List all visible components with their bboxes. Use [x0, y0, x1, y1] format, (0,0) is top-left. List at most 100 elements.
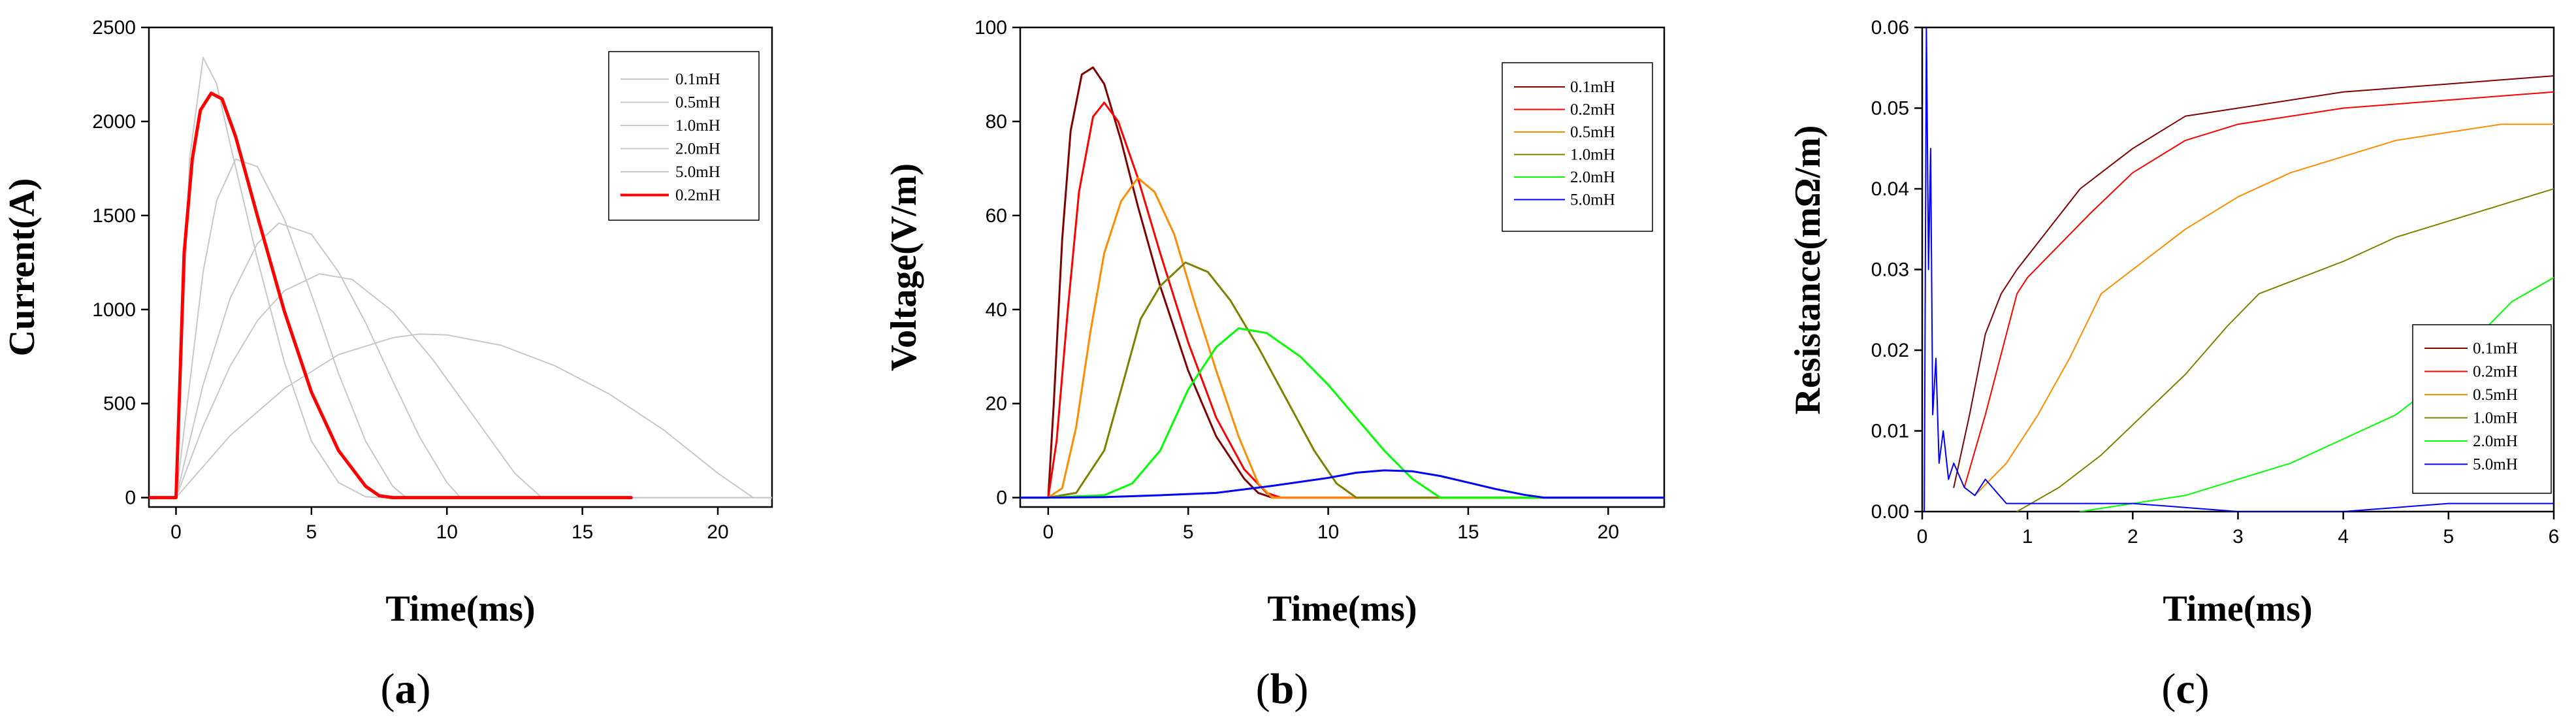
series-line-0.5mH	[149, 158, 772, 499]
caption-paren-open: (	[1256, 665, 1270, 713]
caption-paren-close: )	[1294, 665, 1308, 713]
legend-label: 1.0mH	[1570, 146, 1615, 164]
y-axis-label: Resistance(mΩ/m)	[1788, 125, 1828, 415]
legend-label: 0.1mH	[1570, 78, 1615, 96]
series-line-0.5mH	[1974, 123, 2554, 497]
x-axis-label: Time(ms)	[1267, 589, 1417, 629]
series-group	[1924, 27, 2554, 512]
legend-label: 0.5mH	[675, 94, 720, 112]
y-tick-label: 0.03	[1871, 259, 1909, 281]
y-tick-label: 500	[103, 393, 136, 415]
series-line-0.2mH	[1963, 91, 2554, 488]
series-line-2.0mH	[1020, 327, 1664, 499]
x-tick-label: 1	[2022, 526, 2033, 548]
x-axis-label: Time(ms)	[2163, 589, 2312, 629]
panel-caption: (b)	[1256, 665, 1309, 713]
legend-label: 0.5mH	[1570, 123, 1615, 141]
caption-letter: b	[1270, 665, 1295, 713]
caption-paren-close: )	[2195, 665, 2210, 713]
series-group	[149, 57, 772, 500]
x-tick-label: 0	[1043, 521, 1054, 543]
y-tick-label: 2000	[92, 111, 136, 133]
x-tick-label: 5	[2443, 526, 2454, 548]
series-line-5.0mH	[1924, 27, 2554, 512]
legend-box	[2412, 324, 2552, 494]
series-line-2.0mH	[149, 273, 772, 499]
plot-frame	[1019, 26, 1666, 508]
legend-label: 0.1mH	[675, 71, 720, 88]
series-group	[1020, 66, 1664, 499]
series-line-1.0mH	[1020, 261, 1664, 499]
legend-box	[1502, 62, 1653, 232]
y-axis-label: Current(A)	[2, 178, 42, 357]
chart-panel-c: 0.00 0.01 0.02 0.03 0.04 0.05 0.06 0 1 2 3 4 5 6 Resis…	[1788, 17, 2559, 713]
caption-paren-open: (	[381, 665, 395, 713]
caption-letter: a	[395, 665, 417, 713]
x-tick-label: 20	[1598, 521, 1619, 543]
x-tick-label: 0	[1917, 526, 1928, 548]
x-tick-label: 5	[1183, 521, 1194, 543]
series-line-0.1mH	[1020, 66, 1664, 499]
y-tick-label: 40	[986, 299, 1007, 321]
legend-label: 5.0mH	[1570, 191, 1615, 209]
y-tick-label: 60	[986, 205, 1007, 227]
series-line-0.1mH	[1953, 75, 2554, 488]
caption-letter: c	[2176, 665, 2195, 713]
y-tick-label: 1000	[92, 299, 136, 321]
caption-paren-close: )	[417, 665, 431, 713]
y-tick-label: 100	[974, 17, 1007, 39]
x-tick-label: 4	[2338, 526, 2349, 548]
y-tick-label: 20	[986, 393, 1007, 415]
legend-label: 0.5mH	[2473, 386, 2518, 404]
panel-caption: (a)	[381, 665, 431, 713]
x-tick-label: 3	[2232, 526, 2244, 548]
y-tick-label: 1500	[92, 205, 136, 227]
x-tick-label: 15	[572, 521, 593, 543]
legend-label: 0.2mH	[675, 187, 720, 205]
series-line-0.1mH	[149, 57, 772, 499]
series-line-0.5mH	[1020, 176, 1664, 499]
chart-panel-b: 0 20 40 60 80 100 0 5 10 15 20 Voltage(V/m) Time(ms)…	[884, 17, 1666, 713]
y-tick-label: 0.02	[1871, 340, 1909, 361]
x-tick-label: 20	[707, 521, 728, 543]
x-tick-label: 10	[1317, 521, 1339, 543]
legend-label: 0.2mH	[1570, 101, 1615, 119]
y-tick-label: 0.00	[1871, 501, 1909, 523]
y-tick-label: 2500	[92, 17, 136, 39]
legend-label: 1.0mH	[2473, 410, 2518, 427]
series-line-1.0mH	[2016, 188, 2554, 512]
y-tick-label: 0	[125, 487, 136, 509]
x-tick-label: 5	[306, 521, 317, 543]
y-tick-label: 0	[996, 487, 1007, 509]
legend-label: 2.0mH	[2473, 433, 2518, 450]
chart-panel-a: 0 500 1000 1500 2000 2500 0 5 10 15 20 Current(A) Ti…	[2, 17, 773, 713]
series-line-5.0mH	[149, 333, 772, 499]
plot-frame	[148, 26, 773, 508]
y-axis-label: Voltage(V/m)	[884, 163, 924, 371]
legend-box	[608, 51, 760, 221]
legend-label: 0.2mH	[2473, 363, 2518, 381]
legend-label: 1.0mH	[675, 117, 720, 135]
x-tick-label: 2	[2127, 526, 2138, 548]
legend-label: 2.0mH	[1570, 169, 1615, 186]
y-tick-label: 0.04	[1871, 178, 1909, 200]
x-tick-label: 0	[170, 521, 182, 543]
y-tick-label: 0.01	[1871, 421, 1909, 442]
y-tick-label: 80	[986, 111, 1007, 133]
series-line-1.0mH	[149, 222, 772, 499]
caption-paren-open: (	[2161, 665, 2176, 713]
panel-caption: (c)	[2161, 665, 2209, 713]
x-axis-label: Time(ms)	[385, 589, 535, 629]
y-tick-label: 0.05	[1871, 98, 1909, 120]
y-tick-label: 0.06	[1871, 17, 1909, 39]
x-tick-label: 6	[2549, 526, 2560, 548]
series-line-2.0mH	[2079, 276, 2554, 512]
series-line-5.0mH	[1020, 469, 1664, 499]
legend-label: 5.0mH	[2473, 456, 2518, 474]
x-tick-label: 10	[436, 521, 458, 543]
series-line-0.2mH	[1020, 101, 1664, 499]
legend-label: 5.0mH	[675, 163, 720, 181]
legend-label: 0.1mH	[2473, 340, 2518, 357]
series-line-0.2mH	[149, 91, 633, 500]
